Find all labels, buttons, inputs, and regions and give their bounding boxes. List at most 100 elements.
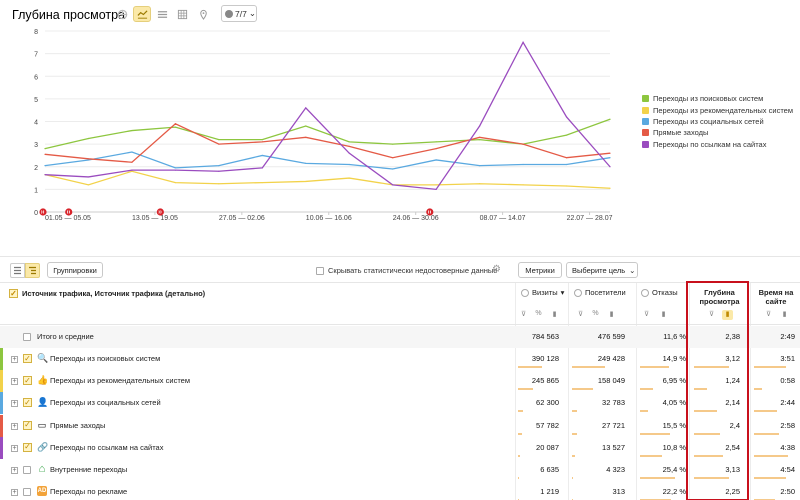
tree-icon (29, 266, 36, 275)
table-row[interactable]: + AD Переходы по рекламе 1 219 313 22,2 % 2,25… (0, 481, 800, 500)
column-header-bounce[interactable]: Отказы (641, 288, 678, 297)
legend-item[interactable]: Переходы по ссылкам на сайтах (642, 139, 793, 150)
y-tick-label: 2 (34, 165, 38, 172)
chart-legend: Переходы из поисковых систем Переходы из … (642, 93, 793, 150)
list-icon (14, 266, 21, 275)
expand-icon[interactable]: + (11, 400, 18, 408)
row-color-stripe (0, 370, 3, 393)
row-checkbox[interactable] (23, 333, 31, 341)
expand-icon[interactable]: + (11, 444, 18, 452)
bar-mini-icon[interactable]: ▮ (609, 311, 614, 318)
row-checkbox[interactable]: ✓ (23, 442, 32, 452)
series-selector-dropdown[interactable]: 7/7 ⌄ (221, 5, 257, 22)
data-point (565, 134, 568, 136)
dimension-header[interactable]: ✓ Источник трафика, Источник трафика (де… (9, 289, 205, 298)
bar-mini-icon[interactable]: ▮ (722, 310, 733, 320)
cell-bar-time (754, 410, 778, 413)
hide-unreliable-toggle[interactable]: Скрывать статистически недостоверные дан… (316, 266, 497, 275)
filter-icon[interactable]: ⊽ (708, 311, 715, 318)
cell-time: 2:58 (780, 420, 795, 430)
select-all-checkbox[interactable]: ✓ (9, 288, 18, 298)
row-checkbox[interactable]: ✓ (23, 353, 32, 363)
cell-bar-time (754, 388, 763, 391)
row-checkbox[interactable]: ✓ (23, 420, 32, 430)
data-point (479, 125, 481, 127)
filter-icon[interactable]: ⊽ (643, 311, 650, 318)
data-point (348, 145, 350, 147)
view-tree-toggle[interactable] (25, 263, 40, 278)
column-label-visitors: Посетители (585, 288, 626, 297)
legend-item[interactable]: Переходы из поисковых систем (642, 93, 793, 104)
data-point (261, 154, 263, 157)
column-label-time: Время на сайте (758, 288, 794, 306)
data-point (522, 184, 524, 186)
percent-icon[interactable]: % (535, 310, 542, 317)
totals-time: 2:49 (780, 332, 795, 341)
row-checkbox[interactable] (23, 488, 31, 497)
expand-icon[interactable]: + (11, 356, 18, 363)
cell-visits: 57 782 (536, 420, 559, 430)
data-point (435, 159, 437, 161)
expand-icon[interactable]: + (11, 422, 18, 430)
row-checkbox[interactable]: ✓ (23, 397, 32, 408)
y-tick-label: 6 (34, 74, 38, 81)
row-label: Внутренние переходы (50, 465, 128, 474)
column-header-depth[interactable]: Глубина просмотра (692, 288, 747, 306)
metrics-button[interactable]: Метрики (518, 262, 562, 278)
cell-time: 2:50 (780, 487, 795, 497)
annotation-marker (156, 208, 164, 216)
column-header-time[interactable]: Время на сайте (753, 288, 799, 306)
y-tick-label: 1 (34, 187, 38, 194)
cell-bar-bounce (640, 432, 670, 435)
expand-icon[interactable]: + (11, 378, 18, 386)
cell-visits: 62 300 (536, 398, 559, 408)
data-point (565, 163, 568, 166)
legend-item[interactable]: Переходы из социальных сетей (642, 116, 793, 127)
hide-unreliable-checkbox[interactable] (316, 266, 324, 275)
groupings-button[interactable]: Группировки (47, 262, 103, 278)
legend-item[interactable]: Переходы из рекомендательных систем (642, 104, 793, 115)
table-row[interactable]: + ✓ 🔗 Переходы по ссылкам на сайтах 20 087 13… (0, 436, 800, 459)
thumbs-up-icon: 👍 (37, 375, 49, 386)
cell-visitors: 13 527 (602, 442, 625, 452)
goal-select[interactable]: Выберите цель ⌄ (566, 262, 638, 278)
table-row[interactable]: + ⌂ Внутренние переходы 6 635 4 323 25,4 % 3,1… (0, 459, 800, 481)
data-point (261, 167, 263, 169)
filter-icon[interactable]: ⊽ (520, 311, 527, 318)
table-row[interactable]: + ✓ 🔍 Переходы из поисковых систем 390 128 24… (0, 348, 800, 370)
cell-depth: 1,24 (725, 376, 740, 386)
bar-mini-icon[interactable]: ▮ (782, 311, 787, 318)
bar-chart-icon[interactable] (173, 6, 191, 22)
expand-icon[interactable]: + (11, 467, 18, 474)
row-checkbox[interactable] (23, 466, 31, 474)
column-header-visits[interactable]: Визиты ▾ (521, 288, 564, 297)
cell-visitors: 32 783 (602, 398, 625, 408)
data-point (479, 183, 481, 185)
bar-mini-icon[interactable]: ▮ (552, 311, 557, 318)
filter-icon[interactable]: ⊽ (577, 311, 584, 318)
percent-icon[interactable]: % (592, 310, 599, 317)
row-checkbox[interactable]: ✓ (23, 375, 32, 386)
map-pin-icon[interactable] (194, 6, 212, 22)
totals-label: Итого и средние (37, 332, 94, 341)
gear-icon[interactable]: ⚙ (492, 264, 501, 275)
filter-icon[interactable]: ⊽ (765, 311, 772, 318)
table-row[interactable]: + ✓ 👤 Переходы из социальных сетей 62 300 32 … (0, 392, 800, 415)
table-row[interactable]: + ✓ 👍 Переходы из рекомендательных систем 24… (0, 370, 800, 393)
area-chart-icon[interactable] (153, 6, 171, 22)
table-row[interactable]: + ✓ ▭ Прямые заходы 57 782 27 721 15,5 % 2,4 2:5… (0, 414, 800, 437)
y-tick-label: 0 (34, 210, 38, 217)
radio-icon (521, 288, 529, 297)
pie-chart-icon[interactable] (113, 6, 131, 22)
legend-label: Переходы из рекомендательных систем (653, 105, 793, 115)
line-chart-icon[interactable] (133, 6, 151, 22)
line-chart: 0 1 2 3 4 5 6 7 8 01.05 — 05.05 13.05 — 19.05 27.05… (34, 29, 613, 222)
column-header-visitors[interactable]: Посетители (574, 288, 626, 297)
view-list-toggle[interactable] (10, 263, 25, 278)
expand-icon[interactable]: + (11, 489, 18, 497)
legend-item[interactable]: Прямые заходы (642, 127, 793, 138)
cell-bar-bounce (640, 454, 662, 457)
data-point (392, 143, 394, 145)
bar-mini-icon[interactable]: ▮ (661, 311, 666, 318)
data-point (305, 107, 307, 109)
